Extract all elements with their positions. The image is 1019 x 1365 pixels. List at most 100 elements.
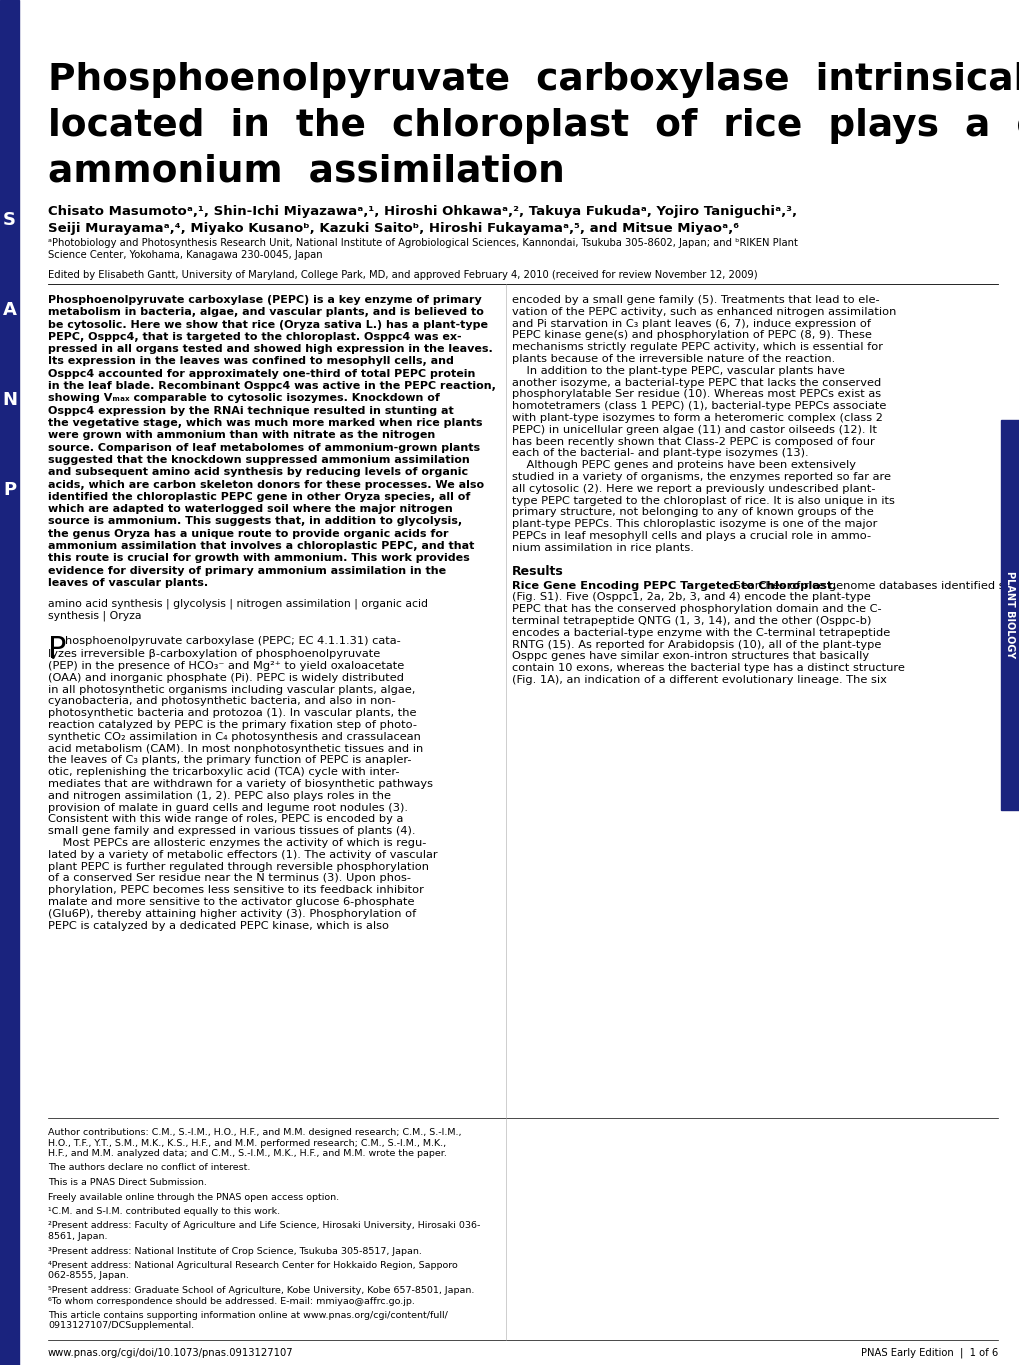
Text: the genus Oryza has a unique route to provide organic acids for: the genus Oryza has a unique route to pr… [48, 528, 448, 539]
Text: source is ammonium. This suggests that, in addition to glycolysis,: source is ammonium. This suggests that, … [48, 516, 462, 527]
Text: homotetramers (class 1 PEPC) (1), bacterial-type PEPCs associate: homotetramers (class 1 PEPC) (1), bacter… [512, 401, 886, 411]
Text: phorylation, PEPC becomes less sensitive to its feedback inhibitor: phorylation, PEPC becomes less sensitive… [48, 885, 424, 895]
Text: Results: Results [512, 565, 564, 577]
Text: pressed in all organs tested and showed high expression in the leaves.: pressed in all organs tested and showed … [48, 344, 492, 354]
Text: provision of malate in guard cells and legume root nodules (3).: provision of malate in guard cells and l… [48, 803, 408, 812]
Text: source. Comparison of leaf metabolomes of ammonium-grown plants: source. Comparison of leaf metabolomes o… [48, 442, 480, 453]
Text: ⁶To whom correspondence should be addressed. E-mail: mmiyao@affrc.go.jp.: ⁶To whom correspondence should be addres… [48, 1297, 415, 1305]
Text: S: S [3, 212, 16, 229]
Text: This is a PNAS Direct Submission.: This is a PNAS Direct Submission. [48, 1178, 207, 1188]
Text: type PEPC targeted to the chloroplast of rice. It is also unique in its: type PEPC targeted to the chloroplast of… [512, 495, 894, 505]
Text: amino acid synthesis | glycolysis | nitrogen assimilation | organic acid: amino acid synthesis | glycolysis | nitr… [48, 598, 428, 609]
Text: leaves of vascular plants.: leaves of vascular plants. [48, 577, 208, 588]
Text: in all photosynthetic organisms including vascular plants, algae,: in all photosynthetic organisms includin… [48, 685, 415, 695]
Text: and subsequent amino acid synthesis by reducing levels of organic: and subsequent amino acid synthesis by r… [48, 467, 468, 478]
Text: Its expression in the leaves was confined to mesophyll cells, and: Its expression in the leaves was confine… [48, 356, 453, 366]
Text: PEPC is catalyzed by a dedicated PEPC kinase, which is also: PEPC is catalyzed by a dedicated PEPC ki… [48, 920, 388, 931]
Text: malate and more sensitive to the activator glucose 6-phosphate: malate and more sensitive to the activat… [48, 897, 414, 906]
Text: another isozyme, a bacterial-type PEPC that lacks the conserved: another isozyme, a bacterial-type PEPC t… [512, 378, 880, 388]
Text: the leaves of C₃ plants, the primary function of PEPC is anapler-: the leaves of C₃ plants, the primary fun… [48, 755, 411, 766]
Text: In addition to the plant-type PEPC, vascular plants have: In addition to the plant-type PEPC, vasc… [512, 366, 844, 375]
Text: ammonium assimilation that involves a chloroplastic PEPC, and that: ammonium assimilation that involves a ch… [48, 541, 474, 551]
Text: terminal tetrapeptide QNTG (1, 3, 14), and the other (Osppc-b): terminal tetrapeptide QNTG (1, 3, 14), a… [512, 616, 870, 627]
Text: PEPC) in unicellular green algae (11) and castor oilseeds (12). It: PEPC) in unicellular green algae (11) an… [512, 425, 876, 435]
Text: evidence for diversity of primary ammonium assimilation in the: evidence for diversity of primary ammoni… [48, 565, 445, 576]
Text: (Fig. 1A), an indication of a different evolutionary lineage. The six: (Fig. 1A), an indication of a different … [512, 676, 886, 685]
Text: PLANT BIOLOGY: PLANT BIOLOGY [1004, 572, 1014, 658]
Text: reaction catalyzed by PEPC is the primary fixation step of photo-: reaction catalyzed by PEPC is the primar… [48, 719, 417, 730]
Text: primary structure, not belonging to any of known groups of the: primary structure, not belonging to any … [512, 508, 873, 517]
Text: small gene family and expressed in various tissues of plants (4).: small gene family and expressed in vario… [48, 826, 415, 837]
Text: Searches of rice genome databases identified six putative PEPC (Osppc) genes: Searches of rice genome databases identi… [730, 580, 1019, 591]
Text: 8561, Japan.: 8561, Japan. [48, 1233, 107, 1241]
Text: P: P [48, 635, 66, 665]
Text: This article contains supporting information online at www.pnas.org/cgi/content/: This article contains supporting informa… [48, 1310, 447, 1320]
Text: with plant-type isozymes to form a heteromeric complex (class 2: with plant-type isozymes to form a heter… [512, 414, 882, 423]
Text: mechanisms strictly regulate PEPC activity, which is essential for: mechanisms strictly regulate PEPC activi… [512, 343, 882, 352]
Text: Seiji Murayamaᵃ,⁴, Miyako Kusanoᵇ, Kazuki Saitoᵇ, Hiroshi Fukayamaᵃ,⁵, and Mitsu: Seiji Murayamaᵃ,⁴, Miyako Kusanoᵇ, Kazuk… [48, 222, 739, 235]
Text: ⁵Present address: Graduate School of Agriculture, Kobe University, Kobe 657-8501: ⁵Present address: Graduate School of Agr… [48, 1286, 474, 1295]
Text: acid metabolism (CAM). In most nonphotosynthetic tissues and in: acid metabolism (CAM). In most nonphotos… [48, 744, 423, 753]
Text: A: A [3, 302, 16, 319]
Text: (OAA) and inorganic phosphate (Pi). PEPC is widely distributed: (OAA) and inorganic phosphate (Pi). PEPC… [48, 673, 404, 682]
Text: located  in  the  chloroplast  of  rice  plays  a  crucial  role  in: located in the chloroplast of rice plays… [48, 108, 1019, 143]
Text: showing Vₘₐₓ comparable to cytosolic isozymes. Knockdown of: showing Vₘₐₓ comparable to cytosolic iso… [48, 393, 439, 404]
Text: which are adapted to waterlogged soil where the major nitrogen: which are adapted to waterlogged soil wh… [48, 504, 452, 515]
Text: were grown with ammonium than with nitrate as the nitrogen: were grown with ammonium than with nitra… [48, 430, 435, 441]
Text: ammonium  assimilation: ammonium assimilation [48, 154, 565, 190]
Text: Osppc genes have similar exon-intron structures that basically: Osppc genes have similar exon-intron str… [512, 651, 868, 662]
Text: in the leaf blade. Recombinant Osppc4 was active in the PEPC reaction,: in the leaf blade. Recombinant Osppc4 wa… [48, 381, 495, 392]
Text: each of the bacterial- and plant-type isozymes (13).: each of the bacterial- and plant-type is… [512, 448, 808, 459]
Text: suggested that the knockdown suppressed ammonium assimilation: suggested that the knockdown suppressed … [48, 455, 470, 465]
Text: Edited by Elisabeth Gantt, University of Maryland, College Park, MD, and approve: Edited by Elisabeth Gantt, University of… [48, 270, 757, 280]
Text: ³Present address: National Institute of Crop Science, Tsukuba 305-8517, Japan.: ³Present address: National Institute of … [48, 1246, 422, 1256]
Text: Consistent with this wide range of roles, PEPC is encoded by a: Consistent with this wide range of roles… [48, 815, 403, 824]
Text: PEPC kinase gene(s) and phosphorylation of PEPC (8, 9). These: PEPC kinase gene(s) and phosphorylation … [512, 330, 871, 340]
Text: cyanobacteria, and photosynthetic bacteria, and also in non-: cyanobacteria, and photosynthetic bacter… [48, 696, 395, 707]
Text: acids, which are carbon skeleton donors for these processes. We also: acids, which are carbon skeleton donors … [48, 479, 484, 490]
Text: Phosphoenolpyruvate carboxylase (PEPC) is a key enzyme of primary: Phosphoenolpyruvate carboxylase (PEPC) i… [48, 295, 481, 304]
Bar [1000, 420, 1019, 809]
Text: otic, replenishing the tricarboxylic acid (TCA) cycle with inter-: otic, replenishing the tricarboxylic aci… [48, 767, 399, 777]
Text: ²Present address: Faculty of Agriculture and Life Science, Hirosaki University, : ²Present address: Faculty of Agriculture… [48, 1222, 480, 1230]
Text: Rice Gene Encoding PEPC Targeted to Chloroplast.: Rice Gene Encoding PEPC Targeted to Chlo… [512, 580, 836, 591]
Text: ¹C.M. and S-I.M. contributed equally to this work.: ¹C.M. and S-I.M. contributed equally to … [48, 1207, 280, 1216]
Text: Chisato Masumotoᵃ,¹, Shin-Ichi Miyazawaᵃ,¹, Hiroshi Ohkawaᵃ,², Takuya Fukudaᵃ, Y: Chisato Masumotoᵃ,¹, Shin-Ichi Miyazawaᵃ… [48, 205, 796, 218]
Text: Freely available online through the PNAS open access option.: Freely available online through the PNAS… [48, 1193, 338, 1201]
Text: this route is crucial for growth with ammonium. This work provides: this route is crucial for growth with am… [48, 553, 470, 564]
Text: PEPCs in leaf mesophyll cells and plays a crucial role in ammo-: PEPCs in leaf mesophyll cells and plays … [512, 531, 870, 541]
Text: www.pnas.org/cgi/doi/10.1073/pnas.0913127107: www.pnas.org/cgi/doi/10.1073/pnas.091312… [48, 1349, 293, 1358]
Text: The authors declare no conflict of interest.: The authors declare no conflict of inter… [48, 1163, 250, 1173]
Text: H.F., and M.M. analyzed data; and C.M., S.-I.M., M.K., H.F., and M.M. wrote the : H.F., and M.M. analyzed data; and C.M., … [48, 1149, 446, 1158]
Text: plant-type PEPCs. This chloroplastic isozyme is one of the major: plant-type PEPCs. This chloroplastic iso… [512, 519, 876, 530]
Text: ⁴Present address: National Agricultural Research Center for Hokkaido Region, Sap: ⁴Present address: National Agricultural … [48, 1261, 458, 1269]
Text: (Fig. S1). Five (Osppc1, 2a, 2b, 3, and 4) encode the plant-type: (Fig. S1). Five (Osppc1, 2a, 2b, 3, and … [512, 592, 870, 602]
Text: Osppc4 accounted for approximately one-third of total PEPC protein: Osppc4 accounted for approximately one-t… [48, 369, 475, 379]
Text: 0913127107/DCSupplemental.: 0913127107/DCSupplemental. [48, 1321, 194, 1331]
Text: Although PEPC genes and proteins have been extensively: Although PEPC genes and proteins have be… [512, 460, 855, 470]
Text: metabolism in bacteria, algae, and vascular plants, and is believed to: metabolism in bacteria, algae, and vascu… [48, 307, 483, 317]
Text: synthetic CO₂ assimilation in C₄ photosynthesis and crassulacean: synthetic CO₂ assimilation in C₄ photosy… [48, 732, 421, 741]
Text: and nitrogen assimilation (1, 2). PEPC also plays roles in the: and nitrogen assimilation (1, 2). PEPC a… [48, 790, 390, 801]
Text: (Glu6P), thereby attaining higher activity (3). Phosphorylation of: (Glu6P), thereby attaining higher activi… [48, 909, 416, 919]
Text: all cytosolic (2). Here we report a previously undescribed plant-: all cytosolic (2). Here we report a prev… [512, 483, 874, 494]
Text: Most PEPCs are allosteric enzymes the activity of which is regu-: Most PEPCs are allosteric enzymes the ac… [48, 838, 426, 848]
Text: PEPC that has the conserved phosphorylation domain and the C-: PEPC that has the conserved phosphorylat… [512, 605, 880, 614]
Text: ᵃPhotobiology and Photosynthesis Research Unit, National Institute of Agrobiolog: ᵃPhotobiology and Photosynthesis Researc… [48, 238, 797, 248]
Text: lyzes irreversible β-carboxylation of phosphoenolpyruvate: lyzes irreversible β-carboxylation of ph… [48, 650, 380, 659]
Text: H.O., T.F., Y.T., S.M., M.K., K.S., H.F., and M.M. performed research; C.M., S.-: H.O., T.F., Y.T., S.M., M.K., K.S., H.F.… [48, 1138, 445, 1148]
Text: Author contributions: C.M., S.-I.M., H.O., H.F., and M.M. designed research; C.M: Author contributions: C.M., S.-I.M., H.O… [48, 1127, 461, 1137]
Text: nium assimilation in rice plants.: nium assimilation in rice plants. [512, 543, 693, 553]
Text: 062-8555, Japan.: 062-8555, Japan. [48, 1272, 128, 1280]
Text: plants because of the irreversible nature of the reaction.: plants because of the irreversible natur… [512, 354, 835, 364]
Bar [0, 0, 19, 1365]
Text: mediates that are withdrawn for a variety of biosynthetic pathways: mediates that are withdrawn for a variet… [48, 779, 433, 789]
Text: photosynthetic bacteria and protozoa (1). In vascular plants, the: photosynthetic bacteria and protozoa (1)… [48, 708, 416, 718]
Text: PEPC, Osppc4, that is targeted to the chloroplast. Osppc4 was ex-: PEPC, Osppc4, that is targeted to the ch… [48, 332, 462, 341]
Text: phosphorylatable Ser residue (10). Whereas most PEPCs exist as: phosphorylatable Ser residue (10). Where… [512, 389, 880, 400]
Text: encodes a bacterial-type enzyme with the C-terminal tetrapeptide: encodes a bacterial-type enzyme with the… [512, 628, 890, 637]
Text: synthesis | Oryza: synthesis | Oryza [48, 610, 142, 621]
Text: lated by a variety of metabolic effectors (1). The activity of vascular: lated by a variety of metabolic effector… [48, 850, 437, 860]
Text: vation of the PEPC activity, such as enhanced nitrogen assimilation: vation of the PEPC activity, such as enh… [512, 307, 896, 317]
Text: N: N [2, 390, 17, 410]
